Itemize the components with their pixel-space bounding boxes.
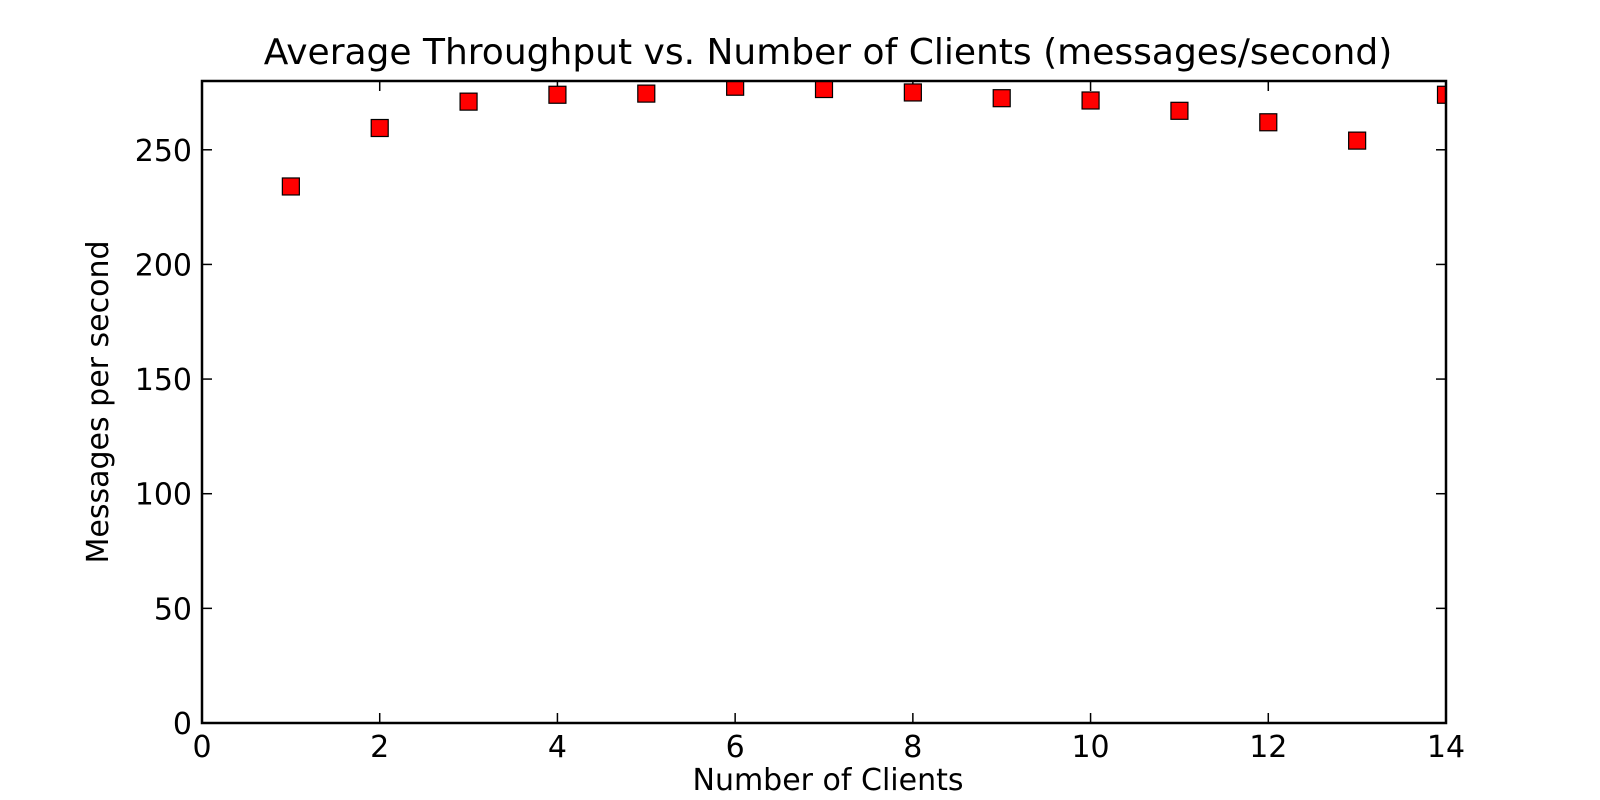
data-point (903, 83, 922, 102)
data-point (726, 81, 745, 96)
data-point (1081, 91, 1100, 110)
data-point (814, 81, 834, 99)
data-point (548, 85, 567, 104)
data-point (1170, 101, 1189, 120)
data-point (370, 118, 389, 138)
data-point (1348, 131, 1367, 150)
y-tick-label: 150 (135, 363, 192, 398)
plot-area: 0 2 4 6 8 10 12 14 0 50 100 150 200 250 (135, 79, 1465, 765)
x-tick-label: 10 (1071, 730, 1109, 765)
x-tick-label: 6 (726, 730, 745, 765)
y-axis-label: Messages per second (81, 240, 116, 563)
y-tick-label: 50 (154, 592, 192, 627)
x-axis-label: Number of Clients (693, 763, 964, 798)
x-tick-label: 12 (1249, 730, 1287, 765)
x-tick-label: 2 (370, 730, 389, 765)
data-point (1259, 113, 1278, 132)
x-tick-label: 14 (1427, 730, 1465, 765)
chart-title: Average Throughput vs. Number of Clients… (264, 32, 1393, 73)
y-tick-label: 250 (135, 134, 192, 169)
y-tick-label: 100 (135, 478, 192, 513)
data-point (281, 177, 300, 196)
axes-frame (200, 79, 1448, 725)
data-point (992, 89, 1011, 108)
x-tick-label: 0 (192, 730, 211, 765)
x-tick-label: 8 (903, 730, 922, 765)
y-tick-label: 200 (135, 248, 192, 283)
data-point (459, 92, 478, 111)
y-tick-label: 0 (173, 707, 192, 742)
x-tick-label: 4 (548, 730, 567, 765)
data-point (1436, 85, 1446, 104)
data-point (637, 84, 656, 103)
